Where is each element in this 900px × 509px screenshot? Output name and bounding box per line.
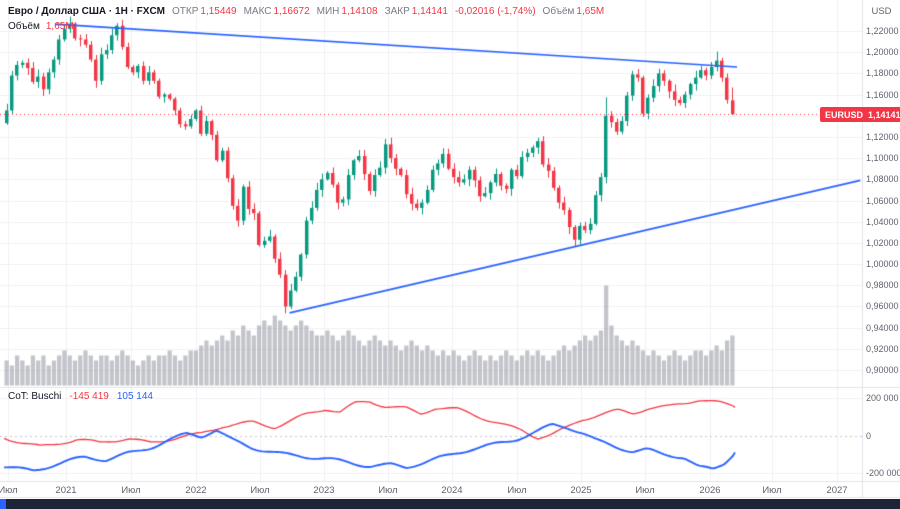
price-axis-label: 1,18000 [866, 68, 899, 79]
price-axis-label: 1,04000 [866, 216, 899, 227]
time-axis-label: Июл [378, 485, 398, 496]
cot-axis-label: 0 [866, 430, 872, 441]
symbol-info-row: Евро / Доллар США · 1Н · FXCM ОТКР 1,154… [8, 6, 604, 17]
ohlc-open-value: 1,15449 [200, 6, 237, 17]
volume-indicator-title[interactable]: Объём [8, 21, 40, 32]
ohlc-low-label: МИН [316, 6, 340, 17]
price-axis-label: 1,10000 [866, 153, 899, 164]
volume-indicator-legend: Объём 1,65М [8, 21, 74, 32]
cot-red-value: -145 419 [69, 391, 109, 402]
price-axis-label: 1,12000 [866, 131, 899, 142]
ohlc-open-label: ОТКР [172, 6, 199, 17]
header-volume-value: 1,65М [576, 6, 605, 17]
ohlc-low-value: 1,14108 [341, 6, 378, 17]
price-axis-label: 1,20000 [866, 47, 899, 58]
time-axis-label: 2022 [185, 485, 207, 496]
cot-axis-label: -200 000 [866, 468, 900, 478]
header-volume-label: Объём [542, 6, 575, 17]
cot-axis-label: 200 000 [866, 393, 899, 403]
price-axis-label: 0,90000 [866, 365, 899, 375]
price-axis-label: 1,06000 [866, 195, 899, 206]
price-change: -0,02016 (-1,74%) [454, 6, 536, 17]
price-axis-label: 1,02000 [866, 237, 899, 248]
time-axis-label: 2023 [313, 485, 335, 496]
price-axis-label: 1,08000 [866, 174, 899, 185]
price-axis-label: 0,96000 [866, 301, 899, 312]
header-volume: Объём 1,65М [543, 6, 605, 17]
bottom-accent [0, 499, 6, 509]
price-tag-value: 1,14141 [868, 109, 900, 120]
time-axis-label: Июл [250, 485, 270, 496]
time-scale[interactable]: Июл 2021 Июл 2022 Июл 2023 Июл 2024 Июл 2025 Июл 20… [0, 485, 862, 497]
ohlc-close-label: ЗАКР [384, 6, 410, 17]
time-axis-label: Июл [762, 485, 782, 496]
price-axis-label: 0,98000 [866, 280, 899, 291]
price-axis-label: 1,00000 [866, 259, 899, 270]
current-price-tag: EURUSD 1,14141 [820, 107, 900, 122]
time-axis-label: 2027 [826, 485, 848, 496]
price-axis-label: 1,16000 [866, 89, 899, 100]
bottom-bar [0, 499, 900, 509]
price-tag-symbol: EURUSD [825, 109, 864, 120]
ohlc-high-label: МАКС [243, 6, 272, 17]
cot-indicator-title[interactable]: CoT: Buschi [8, 391, 62, 402]
price-axis-label: 0,92000 [866, 343, 899, 354]
ohlc-close-value: 1,14141 [411, 6, 448, 17]
time-axis-label: 2025 [570, 485, 592, 496]
cot-indicator-legend: CoT: Buschi -145 419 105 144 [8, 391, 153, 402]
price-scale[interactable]: 1,220001,200001,180001,160001,140001,120… [863, 0, 900, 497]
axis-currency-label: USD [871, 6, 892, 17]
price-axis-label: 0,94000 [866, 322, 899, 333]
price-axis-label: 1,22000 [866, 26, 899, 36]
ohlc-open: ОТКР 1,15449 [172, 6, 237, 17]
ohlc-close: ЗАКР 1,14141 [385, 6, 448, 17]
time-axis-label: 2021 [55, 485, 77, 496]
time-axis-label: 2026 [699, 485, 721, 496]
time-axis-label: Июл [507, 485, 527, 496]
cot-blue-value: 105 144 [116, 391, 153, 402]
time-axis-label: Июл [121, 485, 141, 496]
time-axis-label: Июл [0, 485, 18, 496]
time-axis-label: 2024 [441, 485, 463, 496]
time-axis-label: Июл [635, 485, 655, 496]
ohlc-low: МИН 1,14108 [317, 6, 378, 17]
volume-indicator-value: 1,65М [45, 21, 74, 32]
ohlc-high-value: 1,16672 [273, 6, 310, 17]
symbol-title[interactable]: Евро / Доллар США · 1Н · FXCM [8, 6, 166, 17]
ohlc-high: МАКС 1,16672 [244, 6, 310, 17]
